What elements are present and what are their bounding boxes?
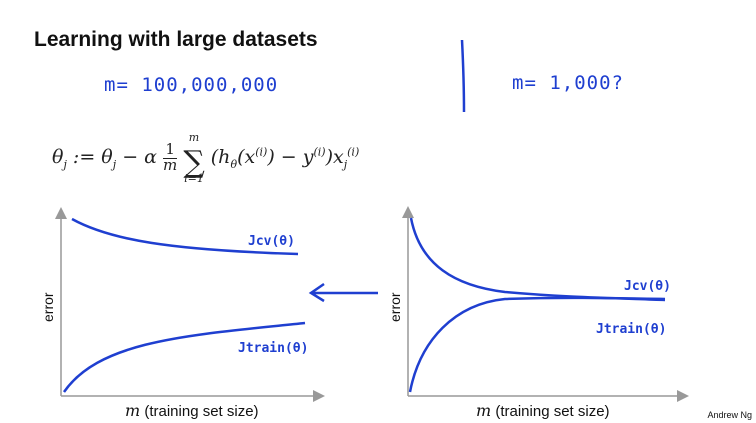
- right-xlabel-text: (training set size): [495, 403, 610, 420]
- annotation-m-small: m= 1,000?: [512, 72, 624, 94]
- right-train-curve: [408, 296, 666, 393]
- right-cv-label: Jcv(θ): [624, 279, 671, 294]
- left-xlabel-text: (training set size): [144, 403, 259, 420]
- left-xlabel: m (training set size): [125, 401, 259, 420]
- eq-theta-j: θj: [52, 146, 67, 171]
- handwritten-divider: [460, 39, 466, 113]
- comparison-arrow: [308, 282, 378, 303]
- right-train-label: Jtrain(θ): [596, 322, 666, 337]
- left-cv-curve: [71, 217, 299, 256]
- left-train-curve: [62, 321, 306, 393]
- left-train-label: Jtrain(θ): [238, 341, 308, 356]
- right-xlabel: m (training set size): [476, 401, 610, 420]
- author-credit: Andrew Ng: [707, 410, 752, 420]
- annotation-m-large: m= 100,000,000: [104, 74, 279, 96]
- left-cv-label: Jcv(θ): [248, 234, 295, 249]
- left-ylabel: error: [40, 292, 56, 322]
- left-xlabel-var: m: [125, 401, 141, 420]
- slide-title: Learning with large datasets: [34, 28, 318, 51]
- right-ylabel: error: [387, 292, 403, 322]
- right-xlabel-var: m: [476, 401, 492, 420]
